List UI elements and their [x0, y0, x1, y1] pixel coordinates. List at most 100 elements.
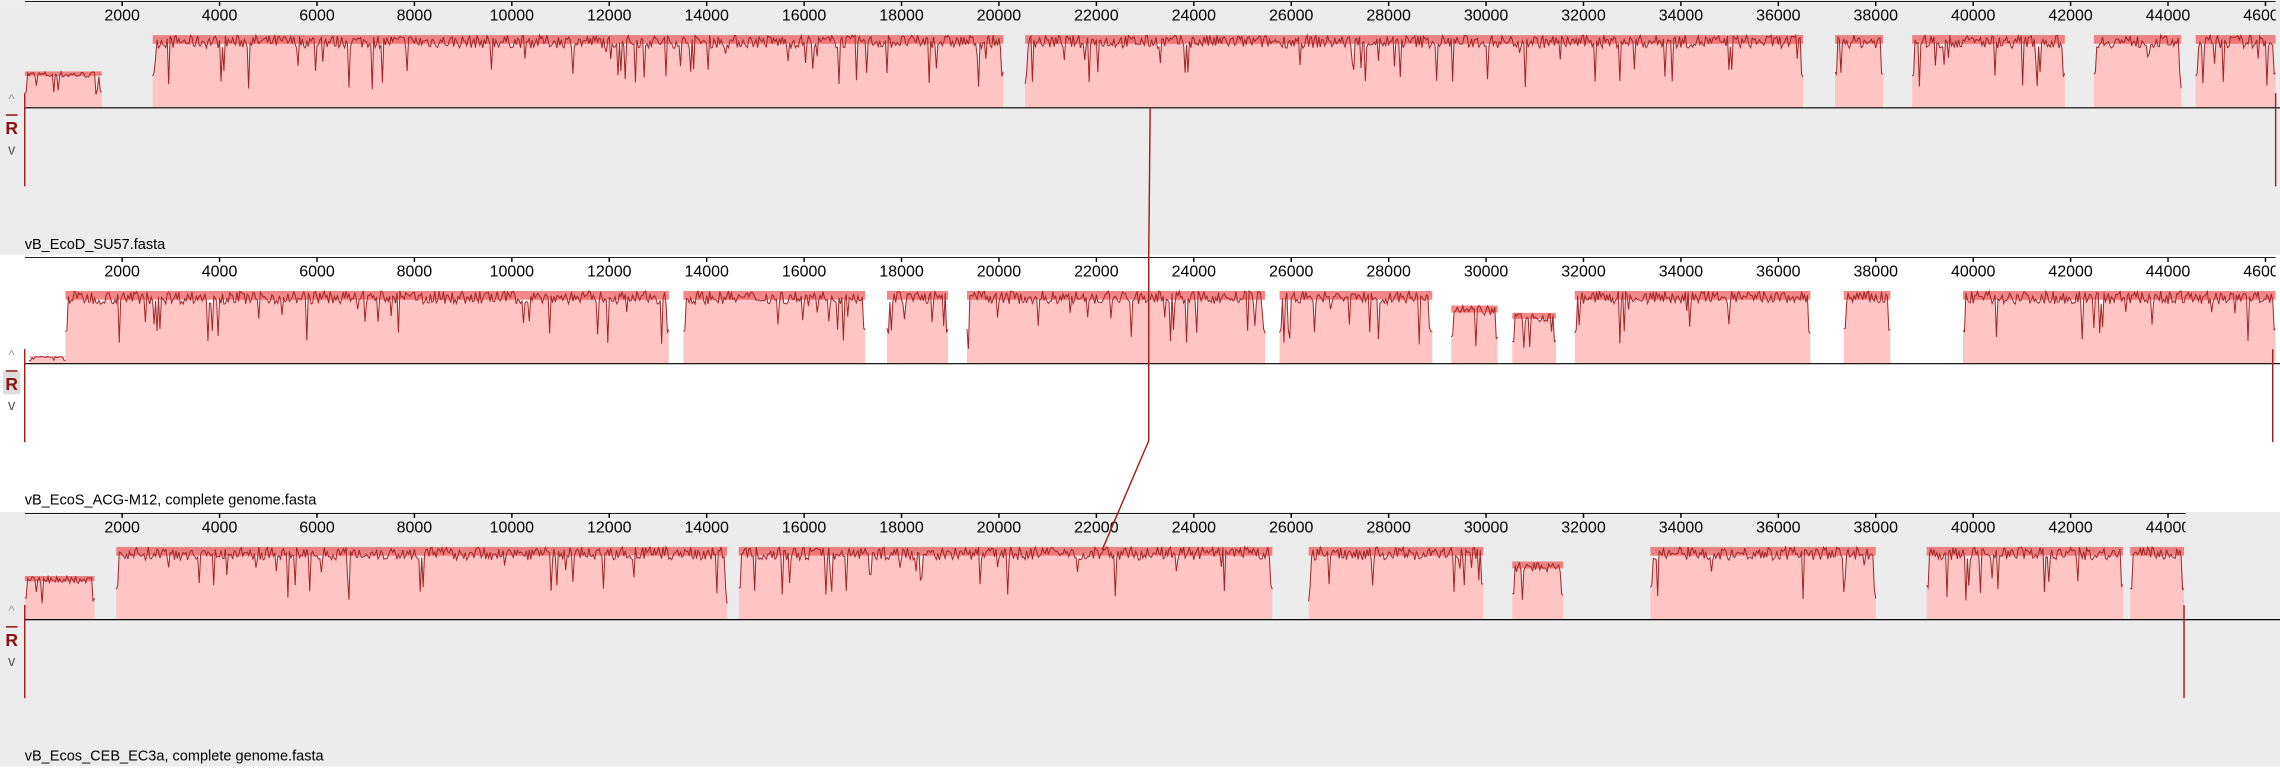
similarity-fill: [1025, 35, 1804, 108]
similarity-band: [683, 290, 866, 300]
similarity-profile: [2195, 33, 2276, 86]
ruler-tick-label: 14000: [684, 8, 729, 25]
ruler-tick-label: 26000: [1269, 519, 1314, 536]
similarity-fill: [1650, 547, 1876, 620]
ruler-tick-label: 34000: [1659, 519, 1704, 536]
ruler-tick-label: 42000: [2048, 519, 2093, 536]
ruler-tick-label: 16000: [782, 519, 827, 536]
similarity-band: [1835, 35, 1884, 44]
ruler-tick-label: 36000: [1756, 8, 1801, 25]
similarity-profile: [1279, 289, 1433, 345]
similarity-profile: [1512, 312, 1557, 348]
panel: 2000 4000 6000 8000 10000 12000 14000 16000 1800…: [24, 257, 2280, 364]
ruler-tick-label: 28000: [1366, 263, 1411, 280]
ruler-tick-label: 46000: [2243, 263, 2280, 280]
ruler-tick-label: 30000: [1464, 519, 1509, 536]
ruler-tick-label: 38000: [1854, 8, 1899, 25]
similarity-fill: [1574, 291, 1811, 364]
ruler-tick-label: 44000: [2146, 263, 2191, 280]
ruler-tick-label: 12000: [587, 263, 632, 280]
similarity-fill: [152, 35, 1004, 108]
ruler-tick-label: 30000: [1464, 263, 1509, 280]
ruler-tick-label: 4000: [202, 8, 238, 25]
ruler-tick-label: 44000: [2146, 519, 2191, 536]
similarity-fill: [1308, 546, 1484, 620]
similarity-profile: [1450, 303, 1499, 347]
similarity-fill: [1512, 562, 1564, 620]
ruler-tick-label: 4000: [202, 519, 238, 536]
ruler-tick-label: 26000: [1269, 263, 1314, 280]
ruler-tick-label: 2000: [104, 8, 140, 25]
ruler-tick-label: 6000: [299, 8, 335, 25]
similarity-fill: [2093, 35, 2182, 108]
similarity-profile: [152, 33, 1004, 90]
similarity-band: [886, 290, 949, 300]
ruler-tick-label: 16000: [782, 263, 827, 280]
similarity-profile: [1024, 33, 1804, 88]
lcb-connector: [1101, 107, 1151, 551]
ruler-tick-label: 6000: [299, 263, 335, 280]
similarity-profile: [1649, 545, 1877, 600]
ruler-tick-label: 16000: [782, 8, 827, 25]
ruler-tick-label: 26000: [1269, 8, 1314, 25]
similarity-fill: [1512, 313, 1556, 364]
similarity-profile: [65, 289, 670, 344]
ruler-tick-label: 46000: [2243, 8, 2280, 25]
similarity-profile: [1843, 290, 1891, 331]
ruler-tick-label: 10000: [490, 8, 535, 25]
ruler-tick-label: 20000: [977, 519, 1022, 536]
reverse-box: [2, 370, 21, 395]
ruler-tick-label: 22000: [1074, 263, 1119, 280]
similarity-band: [116, 546, 728, 556]
similarity-band: [65, 290, 669, 300]
similarity-fill: [1963, 290, 2276, 364]
panel: 2000 4000 6000 8000 10000 12000 14000 16000 1800…: [24, 513, 2191, 620]
similarity-band: [2130, 546, 2185, 556]
ruler-tick-label: 20000: [977, 263, 1022, 280]
ruler-tick-label: 28000: [1366, 519, 1411, 536]
ruler-tick-label: 36000: [1756, 263, 1801, 280]
ruler-tick-label: 38000: [1854, 519, 1899, 536]
ruler-tick-label: 24000: [1172, 8, 1217, 25]
up-arrow: ^: [9, 603, 16, 618]
ruler-tick-label: 40000: [1951, 519, 1996, 536]
ruler-tick-label: 10000: [490, 263, 535, 280]
ruler-tick-label: 32000: [1561, 519, 1606, 536]
ruler-tick-label: 42000: [2048, 8, 2093, 25]
similarity-fill: [1926, 547, 2123, 620]
similarity-fill: [966, 290, 1266, 364]
similarity-fill: [1843, 291, 1891, 364]
down-arrow: v: [8, 142, 16, 158]
reverse-button[interactable]: R: [5, 118, 18, 138]
similarity-profile: [1512, 561, 1564, 600]
reverse-button[interactable]: R: [5, 374, 18, 394]
similarity-profile: [1911, 33, 2066, 87]
similarity-profile: [24, 70, 103, 95]
ruler-tick-label: 42000: [2048, 263, 2093, 280]
similarity-profile: [24, 574, 95, 604]
reverse-button[interactable]: R: [5, 630, 18, 650]
similarity-fill: [1279, 291, 1433, 364]
similarity-fill: [29, 356, 66, 364]
ruler-tick-label: 40000: [1951, 8, 1996, 25]
ruler-tick-label: 22000: [1074, 8, 1119, 25]
panel: 2000 4000 6000 8000 10000 12000 14000 16000 1800…: [24, 1, 2280, 108]
similarity-band: [1308, 546, 1484, 556]
ruler-tick-label: 14000: [684, 519, 729, 536]
ruler-tick-label: 38000: [1854, 263, 1899, 280]
similarity-fill: [886, 291, 949, 364]
ruler-tick-label: 8000: [397, 8, 433, 25]
similarity-band: [1512, 561, 1564, 569]
ruler-tick-label: 14000: [684, 263, 729, 280]
down-arrow: v: [8, 654, 16, 670]
ruler-tick-label: 6000: [299, 519, 335, 536]
up-arrow: ^: [9, 91, 16, 106]
ruler-tick-label: 24000: [1172, 263, 1217, 280]
ruler-tick-label: 4000: [202, 263, 238, 280]
similarity-profile: [1926, 545, 2124, 601]
ruler-tick-label: 44000: [2146, 8, 2191, 25]
ruler-tick-label: 34000: [1659, 8, 1704, 25]
ruler-tick-label: 34000: [1659, 263, 1704, 280]
similarity-fill: [738, 546, 1273, 620]
